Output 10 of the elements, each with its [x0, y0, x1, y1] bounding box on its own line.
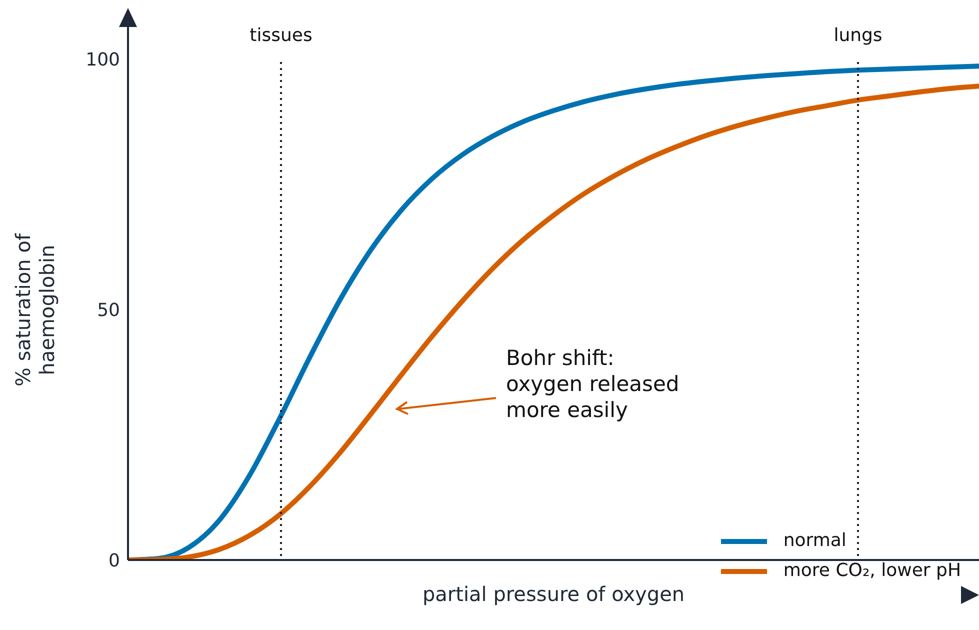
y-tick-label: 100 — [86, 49, 120, 70]
y-axis-title: % saturation of haemoglobin — [11, 232, 59, 386]
legend-label: more CO₂, lower pH — [783, 559, 961, 583]
y-tick-label: 50 — [97, 300, 120, 321]
x-axis-title: partial pressure of oxygen — [422, 582, 685, 606]
annotation: tissues — [250, 25, 312, 46]
annotation: Bohr shift: oxygen released more easily — [506, 346, 680, 422]
y-tick-label: 0 — [108, 550, 120, 572]
annotation: lungs — [834, 25, 882, 46]
legend-label: normal — [783, 529, 846, 553]
